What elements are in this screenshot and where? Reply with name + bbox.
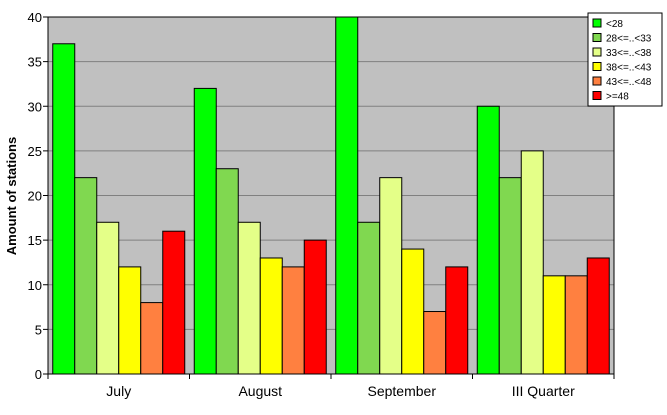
- bar: [118, 266, 142, 375]
- legend-swatch: [592, 33, 602, 42]
- legend-swatch: [592, 47, 602, 57]
- bar: [564, 275, 588, 375]
- bar: [379, 177, 403, 375]
- legend-label: 43<=..<48: [606, 77, 652, 88]
- bar: [423, 311, 447, 375]
- y-tick-label: 25: [28, 144, 42, 159]
- y-tick-label: 15: [28, 233, 42, 248]
- legend-label: <28: [606, 19, 623, 30]
- bar: [193, 87, 217, 375]
- bar: [303, 239, 327, 375]
- legend-label: 38<=..<43: [606, 63, 652, 74]
- bar: [96, 221, 120, 375]
- y-tick-label: 0: [35, 367, 42, 382]
- legend-swatch: [592, 62, 602, 71]
- legend-label: 33<=..<38: [606, 48, 652, 59]
- bar: [498, 177, 522, 375]
- bar: [259, 257, 283, 375]
- y-tick-label: 10: [28, 278, 42, 293]
- y-tick-label: 5: [35, 322, 42, 337]
- bar: [586, 257, 610, 375]
- bar: [215, 168, 239, 375]
- x-tick-label: July: [106, 383, 131, 399]
- bar: [52, 43, 76, 375]
- y-tick-label: 30: [28, 99, 42, 114]
- bar: [357, 221, 381, 375]
- bar: [281, 266, 305, 375]
- y-tick-label: 20: [28, 189, 42, 204]
- y-axis-title: Amount of stations: [4, 137, 19, 255]
- bar: [401, 248, 425, 375]
- bar: [335, 16, 359, 375]
- x-tick-label: III Quarter: [512, 383, 575, 399]
- bar: [237, 221, 261, 375]
- y-tick-label: 35: [28, 55, 42, 70]
- bar: [476, 105, 500, 375]
- legend-label: 28<=..<33: [606, 34, 652, 45]
- bar: [140, 302, 164, 375]
- y-tick-label: 40: [28, 10, 42, 25]
- bar: [162, 230, 186, 375]
- bar: [74, 177, 98, 375]
- bar: [542, 275, 566, 375]
- x-tick-label: August: [238, 383, 282, 399]
- x-tick-label: September: [368, 383, 437, 399]
- bar: [445, 266, 469, 375]
- legend-label: >=48: [606, 92, 629, 103]
- bar: [520, 150, 544, 375]
- legend-swatch: [592, 91, 602, 100]
- legend-swatch: [592, 18, 602, 28]
- legend: [587, 12, 663, 107]
- legend-swatch: [592, 76, 602, 86]
